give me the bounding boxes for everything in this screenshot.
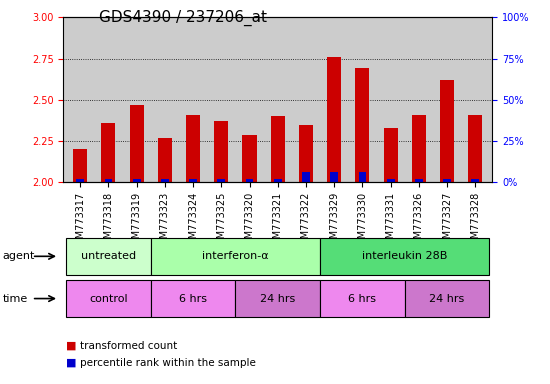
Bar: [331, 172, 338, 182]
Bar: [387, 179, 394, 182]
Bar: [471, 179, 479, 182]
Text: interleukin 28B: interleukin 28B: [362, 251, 448, 262]
Text: 6 hrs: 6 hrs: [348, 293, 376, 304]
Text: percentile rank within the sample: percentile rank within the sample: [80, 358, 256, 368]
Text: GDS4390 / 237206_at: GDS4390 / 237206_at: [99, 10, 267, 26]
Bar: [101, 123, 116, 182]
Text: agent: agent: [3, 251, 35, 262]
Bar: [243, 134, 257, 182]
Bar: [214, 121, 228, 182]
Text: 6 hrs: 6 hrs: [179, 293, 207, 304]
Bar: [440, 80, 454, 182]
Bar: [76, 179, 84, 182]
Bar: [246, 179, 254, 182]
Bar: [73, 149, 87, 182]
Bar: [130, 105, 144, 182]
Bar: [415, 179, 423, 182]
Bar: [359, 172, 366, 182]
Text: ■: ■: [66, 358, 76, 368]
Text: 24 hrs: 24 hrs: [430, 293, 465, 304]
Bar: [355, 68, 370, 182]
Text: control: control: [89, 293, 128, 304]
Text: untreated: untreated: [81, 251, 136, 262]
Text: ■: ■: [66, 341, 76, 351]
Bar: [104, 179, 112, 182]
Bar: [189, 179, 197, 182]
Text: transformed count: transformed count: [80, 341, 177, 351]
Bar: [383, 128, 398, 182]
Bar: [271, 116, 285, 182]
Bar: [327, 57, 341, 182]
Bar: [133, 179, 140, 182]
Bar: [161, 179, 169, 182]
Text: 24 hrs: 24 hrs: [260, 293, 295, 304]
Bar: [217, 179, 225, 182]
Bar: [274, 179, 282, 182]
Bar: [412, 115, 426, 182]
Bar: [302, 172, 310, 182]
Bar: [186, 115, 200, 182]
Text: interferon-α: interferon-α: [202, 251, 269, 262]
Bar: [443, 179, 451, 182]
Bar: [468, 115, 482, 182]
Text: time: time: [3, 293, 28, 304]
Bar: [158, 138, 172, 182]
Bar: [299, 124, 313, 182]
